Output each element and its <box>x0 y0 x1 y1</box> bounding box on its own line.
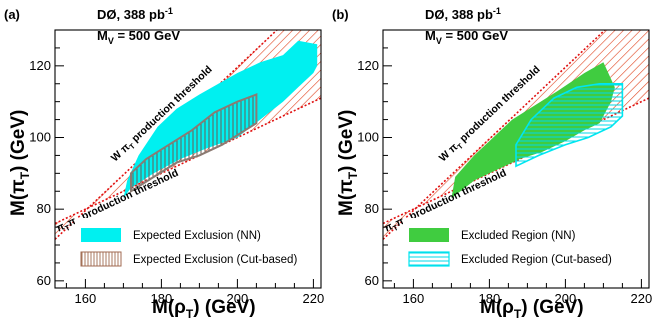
legend-background <box>75 218 311 276</box>
x-tick-label: 180 <box>479 291 501 306</box>
plot-area <box>383 30 649 240</box>
x-tick-label: 180 <box>151 291 173 306</box>
panel-label: (a) <box>4 7 20 22</box>
y-tick-label: 80 <box>365 201 379 216</box>
panel-b: 160 180 200 220 60 80 100 120 M(ρT) (GeV) M(πT) (… <box>332 6 652 321</box>
x-tick-label: 160 <box>75 291 97 306</box>
legend-swatch-cut-based <box>80 251 122 267</box>
y-tick-label: 60 <box>365 273 379 288</box>
y-tick-label: 120 <box>29 58 51 73</box>
y-tick-label: 120 <box>357 58 379 73</box>
experiment-annotation: DØ, 388 pb-1 <box>97 6 173 22</box>
region-excluded-cut-based <box>515 83 624 168</box>
x-tick-label: 200 <box>555 291 577 306</box>
legend-label-cut-based: Expected Exclusion (Cut-based) <box>133 254 297 266</box>
x-tick-label: 220 <box>303 291 325 306</box>
legend-background <box>403 218 639 276</box>
legend-label-nn: Excluded Region (NN) <box>461 230 576 242</box>
panel-label: (b) <box>332 7 349 22</box>
y-tick-label: 100 <box>357 130 379 145</box>
legend: Expected Exclusion (NN) Expected Exclusio… <box>75 218 311 276</box>
x-tick-label: 160 <box>403 291 425 306</box>
y-axis-label: M(πT) (GeV) <box>336 110 360 216</box>
legend-label-cut-based: Excluded Region (Cut-based) <box>461 254 612 266</box>
x-axis-label: M(ρT) (GeV) <box>480 297 584 321</box>
panel-a: 160 180 200 220 60 80 100 120 M(ρT) (GeV) M(πT) (… <box>4 6 325 321</box>
mass-annotation: MV = 500 GeV <box>425 28 508 46</box>
pipi-threshold-line <box>55 97 321 225</box>
plot-area <box>55 30 321 240</box>
x-axis-label: M(ρT) (GeV) <box>152 297 256 321</box>
experiment-annotation: DØ, 388 pb-1 <box>425 6 501 22</box>
legend: Excluded Region (NN) Excluded Region (Cut… <box>403 218 639 276</box>
region-expected-cut-based <box>130 93 258 194</box>
y-tick-label: 80 <box>37 201 51 216</box>
legend-swatch-cut-based <box>408 251 450 267</box>
axes-frame <box>54 29 322 289</box>
y-axis-label: M(πT) (GeV) <box>8 110 32 216</box>
y-tick-label: 60 <box>37 273 51 288</box>
mass-annotation: MV = 500 GeV <box>97 28 180 46</box>
legend-swatch-nn <box>409 228 449 242</box>
legend-swatch-nn <box>81 228 121 242</box>
axes-frame <box>382 29 650 289</box>
x-tick-label: 220 <box>631 291 652 306</box>
y-tick-label: 100 <box>29 130 51 145</box>
x-tick-label: 200 <box>227 291 249 306</box>
legend-label-nn: Expected Exclusion (NN) <box>133 230 261 242</box>
